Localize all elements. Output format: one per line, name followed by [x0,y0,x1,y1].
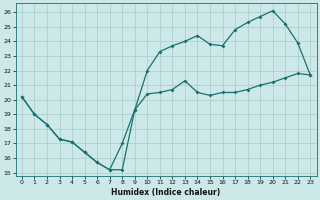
X-axis label: Humidex (Indice chaleur): Humidex (Indice chaleur) [111,188,221,197]
